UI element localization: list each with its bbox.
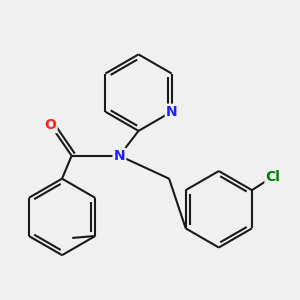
- Text: O: O: [45, 118, 56, 132]
- Text: N: N: [114, 149, 125, 163]
- Text: N: N: [166, 105, 178, 119]
- Text: Cl: Cl: [266, 170, 280, 184]
